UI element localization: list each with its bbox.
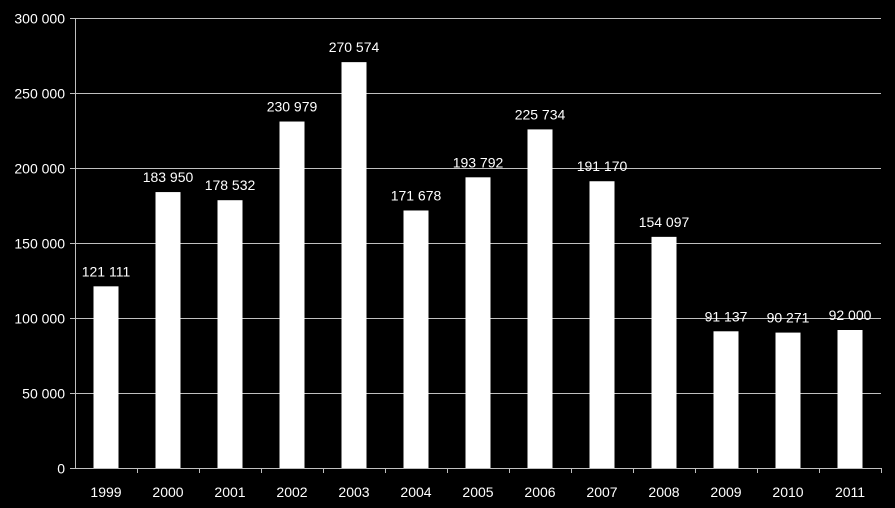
bar — [651, 236, 677, 468]
data-label: 178 532 — [205, 177, 256, 193]
bar — [403, 210, 429, 468]
bar — [713, 331, 739, 468]
y-axis-tick-labels: 0 50 000 100 000 150 000 200 000 250 000 300 0… — [14, 11, 75, 477]
y-tick-label: 50 000 — [22, 386, 65, 402]
x-tick-label: 2000 — [152, 484, 183, 500]
data-label: 225 734 — [515, 106, 566, 122]
data-label: 230 979 — [267, 99, 318, 115]
data-label: 92 000 — [829, 307, 872, 323]
data-labels: 121 111 183 950 178 532 230 979 270 574 171 6… — [82, 39, 872, 325]
y-tick-label: 200 000 — [14, 161, 65, 177]
bar — [155, 192, 181, 468]
x-tick-label: 2010 — [772, 484, 803, 500]
x-tick-label: 2008 — [648, 484, 679, 500]
data-label: 91 137 — [705, 308, 748, 324]
y-tick-label: 100 000 — [14, 311, 65, 327]
x-tick-label: 2007 — [586, 484, 617, 500]
bar — [93, 286, 119, 468]
bar — [465, 177, 491, 468]
x-tick-label: 2005 — [462, 484, 493, 500]
y-tick-label: 250 000 — [14, 86, 65, 102]
x-axis: 1999 2000 2001 2002 2003 2004 2005 2006 2007 2008… — [75, 18, 882, 500]
bar — [341, 62, 367, 468]
bar — [589, 181, 615, 468]
data-label: 171 678 — [391, 187, 442, 203]
data-label: 90 271 — [767, 310, 810, 326]
data-label: 154 097 — [639, 214, 690, 230]
data-label: 183 950 — [143, 169, 194, 185]
bar — [527, 129, 553, 469]
x-tick-label: 2002 — [276, 484, 307, 500]
y-tick-label: 150 000 — [14, 236, 65, 252]
bar — [837, 330, 863, 468]
x-tick-label: 2009 — [710, 484, 741, 500]
x-tick-label: 1999 — [90, 484, 121, 500]
x-tick-label: 2003 — [338, 484, 369, 500]
bar — [279, 121, 305, 469]
y-tick-label: 300 000 — [14, 11, 65, 27]
y-tick-label: 0 — [57, 461, 65, 477]
x-tick-label: 2004 — [400, 484, 431, 500]
bar — [217, 200, 243, 468]
bars — [93, 62, 863, 469]
x-tick-label: 2006 — [524, 484, 555, 500]
data-label: 191 170 — [577, 158, 628, 174]
x-tick-label: 2011 — [835, 484, 865, 500]
data-label: 193 792 — [453, 154, 504, 170]
data-label: 121 111 — [82, 263, 131, 279]
data-label: 270 574 — [329, 39, 380, 55]
x-tick-label: 2001 — [214, 484, 245, 500]
bar — [775, 332, 801, 468]
